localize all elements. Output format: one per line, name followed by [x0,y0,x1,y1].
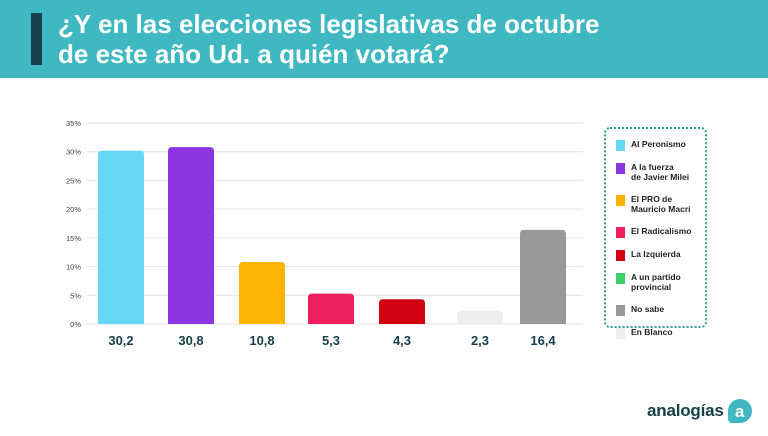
y-tick-label: 20% [66,205,81,214]
legend-swatch [616,163,625,174]
legend-label: A la fuerza de Javier Milei [631,162,690,182]
chart-legend: Al Peronismo A la fuerza de Javier Milei E… [604,127,707,339]
legend-label: En Blanco [631,327,673,337]
legend-item: A un partido provincial [616,272,705,304]
brand-logo: analogías a [647,396,752,426]
legend-label: A un partido provincial [631,272,681,292]
legend-item: Al Peronismo [616,139,705,162]
bar-value-label: 2,3 [471,333,489,348]
legend-item: No sabe [616,304,705,327]
y-tick-label: 35% [66,119,81,128]
legend-item: A la fuerza de Javier Milei [616,162,705,194]
bar-value-label: 30,2 [108,333,133,348]
legend-swatch [616,140,625,151]
bar-a-la-fuerza-de-javier-milei [168,147,214,324]
legend-swatch [616,195,625,206]
bar-value-label: 10,8 [249,333,274,348]
header-banner: ¿Y en las elecciones legislativas de oct… [0,0,768,78]
legend-label: El PRO de Mauricio Macri [631,194,691,214]
bar-en-blanco [457,310,503,324]
bar-la-izquierda [379,299,425,324]
y-tick-label: 5% [70,291,81,300]
legend-item: En Blanco [616,327,705,350]
legend-item: El Radicalismo [616,226,705,249]
bar-value-label: 5,3 [322,333,340,348]
legend-label: No sabe [631,304,665,314]
legend-item: La Izquierda [616,249,705,272]
header-accent-bar [31,13,42,65]
bar-no-sabe [520,229,566,324]
y-tick-label: 30% [66,148,81,157]
bar-value-label: 30,8 [178,333,203,348]
y-tick-label: 10% [66,263,81,272]
bar-value-label: 4,3 [393,333,411,348]
legend-swatch [616,305,625,316]
logo-text: analogías [647,401,724,420]
legend-swatch [616,227,625,238]
bar-value-label: 16,4 [530,333,556,348]
bar-el-pro-de-mauricio-macri [239,261,285,324]
bar-al-peronismo [98,150,144,324]
y-tick-label: 15% [66,234,81,243]
page-title: ¿Y en las elecciones legislativas de oct… [58,9,600,69]
legend-label: El Radicalismo [631,226,692,236]
logo-mark-icon: a [727,399,752,423]
legend-item: El PRO de Mauricio Macri [616,194,705,226]
legend-swatch [616,250,625,261]
legend-label: Al Peronismo [631,139,686,149]
bar-el-radicalismo [308,293,354,324]
y-tick-label: 25% [66,176,81,185]
legend-label: La Izquierda [631,249,681,259]
y-tick-label: 0% [70,320,81,329]
legend-swatch [616,273,625,284]
legend-swatch [616,328,625,339]
